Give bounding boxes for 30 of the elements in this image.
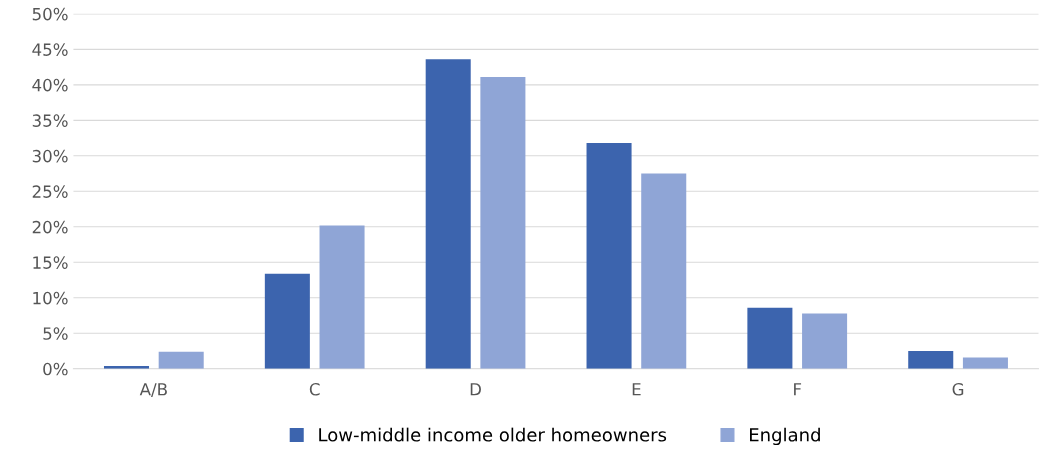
y-tick-label: 10% — [33, 291, 68, 305]
y-tick-label: 50% — [32, 7, 68, 21]
y-tick-label: 20% — [32, 220, 68, 234]
legend-label: England — [750, 427, 820, 446]
bar — [747, 307, 793, 369]
y-tick-label: 35% — [32, 114, 68, 127]
y-tick-label: 45% — [32, 43, 68, 56]
bar — [586, 143, 632, 369]
y-tick-label: 30% — [32, 149, 68, 163]
x-tick-label: E — [632, 383, 641, 396]
bar — [641, 173, 687, 369]
bar — [962, 357, 1008, 369]
x-tick-label: D — [470, 383, 481, 396]
bar — [264, 273, 310, 369]
y-tick-label: 15% — [33, 256, 68, 269]
legend-label: Low-middle income older homeowners — [319, 427, 667, 442]
y-tick-label: 5% — [43, 327, 68, 340]
x-tick-label: A/B — [139, 383, 167, 397]
bar — [480, 77, 526, 369]
y-tick-label: 25% — [32, 185, 68, 198]
y-tick-label: 0% — [43, 362, 68, 376]
bar — [908, 351, 954, 369]
bar — [158, 351, 204, 369]
bar — [802, 313, 848, 369]
y-tick-label: 40% — [32, 78, 68, 92]
x-tick-label: G — [952, 382, 964, 396]
x-tick-label: C — [309, 382, 320, 396]
bar — [319, 225, 365, 369]
x-tick-label: F — [794, 383, 802, 396]
bar — [425, 59, 471, 369]
